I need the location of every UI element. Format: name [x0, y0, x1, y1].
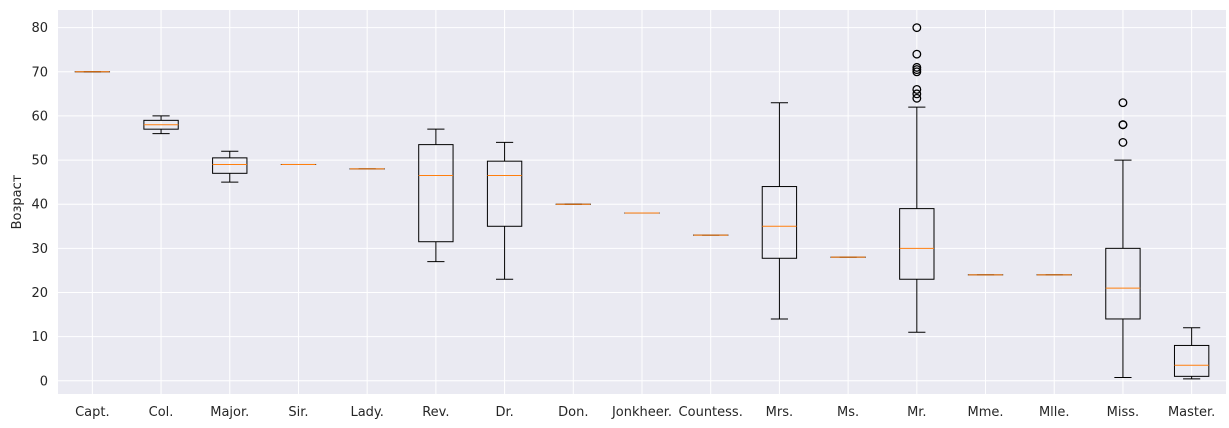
outlier-point	[1118, 137, 1128, 147]
x-tick-label: Lady.	[350, 405, 383, 420]
y-tick-label: 10	[31, 330, 48, 345]
outlier-point	[1118, 98, 1128, 108]
x-tick-label: Ms.	[837, 405, 859, 420]
x-tick-labels: Capt. Col. Major. Sir. Lady. Rev. Dr. Don. Jonkh…	[75, 405, 1215, 420]
y-tick-label: 0	[40, 374, 48, 389]
box-group	[1105, 98, 1141, 378]
outlier-point	[912, 93, 922, 103]
x-tick-label: Capt.	[75, 405, 110, 420]
x-tick-label: Dr.	[495, 405, 513, 420]
x-tick-label: Major.	[210, 405, 249, 420]
x-tick-label: Sir.	[288, 405, 308, 420]
outlier-point	[912, 62, 922, 72]
outlier-point	[912, 23, 922, 33]
y-tick-label: 30	[31, 242, 48, 257]
outlier-point	[912, 49, 922, 59]
x-tick-label: Mlle.	[1039, 405, 1070, 420]
iqr-box	[1105, 247, 1141, 320]
y-tick-labels: 0 10 20 30 40 50 60 70 80	[31, 21, 48, 389]
box-group	[212, 150, 248, 183]
x-tick-label: Master.	[1168, 405, 1215, 420]
iqr-box	[761, 186, 798, 259]
y-tick-label: 60	[31, 109, 48, 124]
box-group	[143, 115, 179, 135]
x-tick-label: Rev.	[422, 405, 449, 420]
y-tick-label: 70	[31, 65, 48, 80]
x-tick-label: Mrs.	[766, 405, 793, 420]
box-group	[418, 128, 454, 263]
y-tick-label: 20	[31, 286, 48, 301]
box-group	[486, 141, 523, 280]
box-group	[899, 23, 935, 333]
boxes	[74, 23, 1210, 380]
x-tick-label: Don.	[558, 405, 588, 420]
x-tick-label: Countess.	[679, 405, 743, 420]
iqr-box	[486, 160, 523, 227]
iqr-box	[899, 208, 935, 280]
y-tick-label: 80	[31, 21, 48, 36]
y-axis-label: Возраст	[10, 174, 25, 229]
box-group	[1173, 327, 1210, 380]
iqr-box	[418, 144, 454, 243]
x-tick-label: Mr.	[907, 405, 927, 420]
x-tick-label: Jonkheer.	[611, 405, 672, 420]
y-tick-label: 40	[31, 198, 48, 213]
outlier-point	[1118, 120, 1128, 130]
box-group	[761, 102, 798, 320]
iqr-box	[1173, 344, 1210, 377]
x-tick-label: Col.	[149, 405, 174, 420]
iqr-box	[212, 157, 248, 174]
outlier-point	[912, 89, 922, 99]
x-tick-label: Miss.	[1107, 405, 1140, 420]
y-tick-label: 50	[31, 154, 48, 169]
x-tick-label: Mme.	[968, 405, 1004, 420]
outlier-point	[912, 84, 922, 94]
